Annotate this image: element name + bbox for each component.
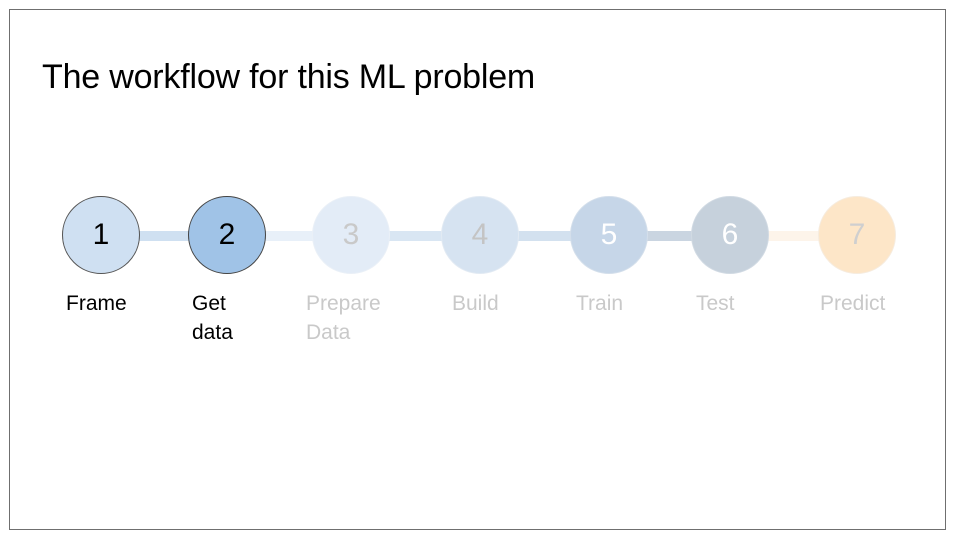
connector-3-4 [389, 231, 442, 241]
step-5-circle: 5 [570, 196, 648, 274]
step-7-label: Predict [820, 292, 886, 315]
step-2-label: Get data [192, 292, 233, 344]
connector-2-3 [265, 231, 313, 241]
step-5-label: Train [576, 292, 624, 315]
step-1-label: Frame [66, 292, 127, 315]
step-3-circle: 3 [312, 196, 390, 274]
step-1-circle: 1 [62, 196, 140, 274]
step-4-label: Build [452, 292, 499, 315]
step-3-label: Prepare Data [306, 292, 381, 344]
step-7-circle: 7 [818, 196, 896, 274]
step-6-circle: 6 [691, 196, 769, 274]
connector-6-7 [768, 231, 819, 241]
connector-4-5 [518, 231, 571, 241]
step-6-label: Test [696, 292, 735, 315]
connector-1-2 [139, 231, 189, 241]
step-2-circle: 2 [188, 196, 266, 274]
slide-title: The workflow for this ML problem [42, 58, 536, 96]
step-4-circle: 4 [441, 196, 519, 274]
connector-5-6 [647, 231, 692, 241]
